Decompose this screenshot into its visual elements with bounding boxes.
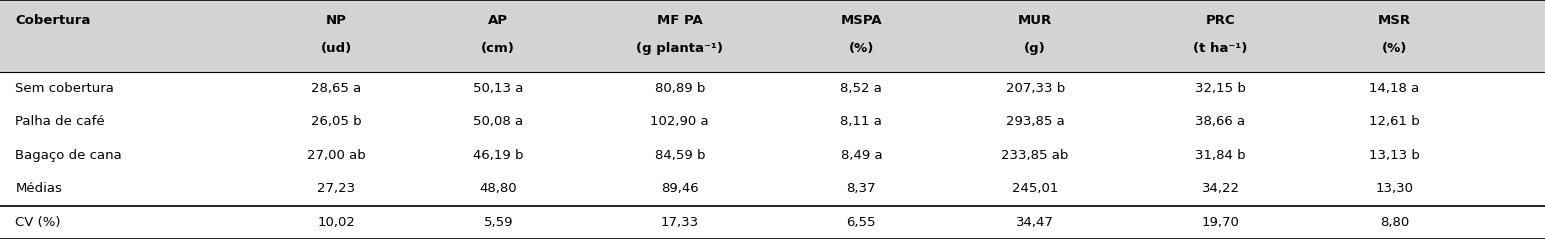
Bar [0, 0, 1545, 72]
Text: CV (%): CV (%) [15, 216, 60, 229]
Text: Médias: Médias [15, 182, 62, 195]
Text: 26,05 b: 26,05 b [311, 115, 362, 128]
Bar [0, 172, 1545, 206]
Text: MUR: MUR [1018, 14, 1052, 27]
Text: 8,49 a: 8,49 a [840, 149, 882, 162]
Text: 17,33: 17,33 [661, 216, 698, 229]
Text: 8,11 a: 8,11 a [840, 115, 882, 128]
Text: 48,80: 48,80 [479, 182, 518, 195]
Text: MSR: MSR [1378, 14, 1411, 27]
Text: (%): (%) [848, 42, 874, 55]
Text: 31,84 b: 31,84 b [1196, 149, 1245, 162]
Text: 50,08 a: 50,08 a [473, 115, 524, 128]
Text: Cobertura: Cobertura [15, 14, 91, 27]
Text: 10,02: 10,02 [317, 216, 355, 229]
Text: 89,46: 89,46 [661, 182, 698, 195]
Text: 12,61 b: 12,61 b [1369, 115, 1420, 128]
Text: (ud): (ud) [320, 42, 352, 55]
Text: AP: AP [488, 14, 508, 27]
Text: Sem cobertura: Sem cobertura [15, 82, 114, 95]
Text: 233,85 ab: 233,85 ab [1001, 149, 1069, 162]
Text: 6,55: 6,55 [847, 216, 876, 229]
Text: 8,80: 8,80 [1380, 216, 1409, 229]
Text: (cm): (cm) [482, 42, 514, 55]
Text: 19,70: 19,70 [1202, 216, 1239, 229]
Bar [0, 105, 1545, 139]
Text: 34,22: 34,22 [1202, 182, 1239, 195]
Text: 14,18 a: 14,18 a [1369, 82, 1420, 95]
Text: (g): (g) [1024, 42, 1046, 55]
Bar [0, 206, 1545, 239]
Text: 13,30: 13,30 [1375, 182, 1414, 195]
Text: Bagaço de cana: Bagaço de cana [15, 149, 122, 162]
Text: (t ha⁻¹): (t ha⁻¹) [1193, 42, 1248, 55]
Text: Palha de café: Palha de café [15, 115, 105, 128]
Text: 80,89 b: 80,89 b [655, 82, 705, 95]
Text: MSPA: MSPA [840, 14, 882, 27]
Bar [0, 139, 1545, 172]
Text: 245,01: 245,01 [1012, 182, 1058, 195]
Text: (g planta⁻¹): (g planta⁻¹) [637, 42, 723, 55]
Text: 27,23: 27,23 [317, 182, 355, 195]
Text: 102,90 a: 102,90 a [650, 115, 709, 128]
Text: 50,13 a: 50,13 a [473, 82, 524, 95]
Text: NP: NP [326, 14, 346, 27]
Text: 28,65 a: 28,65 a [311, 82, 362, 95]
Text: 38,66 a: 38,66 a [1196, 115, 1245, 128]
Text: 293,85 a: 293,85 a [1006, 115, 1065, 128]
Text: PRC: PRC [1205, 14, 1236, 27]
Text: 46,19 b: 46,19 b [473, 149, 524, 162]
Text: 34,47: 34,47 [1017, 216, 1054, 229]
Text: 32,15 b: 32,15 b [1196, 82, 1245, 95]
Text: 13,13 b: 13,13 b [1369, 149, 1420, 162]
Text: 207,33 b: 207,33 b [1006, 82, 1065, 95]
Text: 8,52 a: 8,52 a [840, 82, 882, 95]
Text: 5,59: 5,59 [484, 216, 513, 229]
Bar [0, 72, 1545, 105]
Text: MF PA: MF PA [657, 14, 703, 27]
Text: 8,37: 8,37 [847, 182, 876, 195]
Text: 84,59 b: 84,59 b [655, 149, 705, 162]
Text: (%): (%) [1381, 42, 1407, 55]
Text: 27,00 ab: 27,00 ab [306, 149, 366, 162]
